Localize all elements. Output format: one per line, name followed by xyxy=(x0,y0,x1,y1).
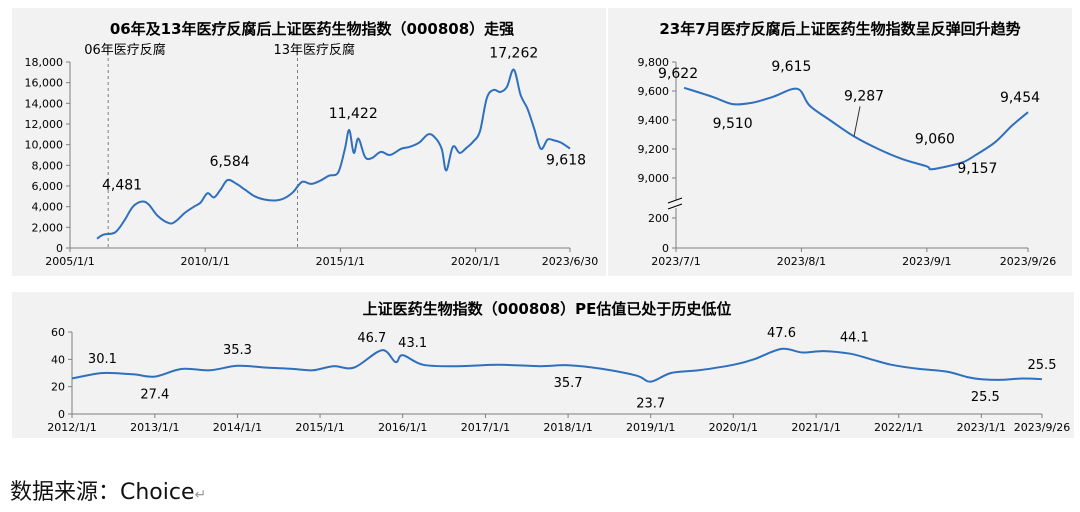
x-tick-label: 2022/1/1 xyxy=(874,421,923,434)
x-tick-label: 2023/9/1 xyxy=(902,255,951,268)
index-2023-chart: 23年7月医疗反腐后上证医药生物指数呈反弹回升趋势 9,000 9,200 9,400… xyxy=(638,20,1057,268)
y-tick-label: 40 xyxy=(51,353,65,366)
data-label: 27.4 xyxy=(140,388,169,403)
data-label: 43.1 xyxy=(398,336,427,351)
x-tick-label: 2005/1/1 xyxy=(45,255,94,268)
axis-break-gap xyxy=(668,200,684,208)
x-tick-label: 2018/1/1 xyxy=(543,421,592,434)
data-label: 30.1 xyxy=(88,352,117,367)
data-label: 9,510 xyxy=(713,116,753,132)
data-label: 4,481 xyxy=(102,178,142,194)
y-tick-label: 9,200 xyxy=(638,143,670,156)
x-tick-label: 2020/1/1 xyxy=(451,255,500,268)
y-tick-label: 12,000 xyxy=(25,118,64,131)
x-tick-label: 2012/1/1 xyxy=(47,421,96,434)
y-tick-label: 200 xyxy=(648,212,669,225)
data-label: 17,262 xyxy=(489,46,538,62)
x-tick-label: 2023/9/26 xyxy=(1000,255,1056,268)
data-label: 25.5 xyxy=(1028,358,1057,373)
event-label: 06年医疗反腐 xyxy=(84,43,166,58)
y-tick-label: 18,000 xyxy=(25,56,64,69)
data-label-leader xyxy=(853,106,861,137)
data-label: 44.1 xyxy=(840,331,869,346)
x-tick-label: 2023/8/1 xyxy=(777,255,826,268)
data-label: 9,454 xyxy=(1000,90,1040,106)
x-tick-label: 2020/1/1 xyxy=(709,421,758,434)
y-tick-label: 10,000 xyxy=(25,139,64,152)
data-label: 46.7 xyxy=(357,331,386,346)
y-tick-label: 16,000 xyxy=(25,77,64,90)
x-tick-label: 2023/7/1 xyxy=(651,255,700,268)
y-tick-label: 20 xyxy=(51,381,65,394)
chart-panel-index-2023: 23年7月医疗反腐后上证医药生物指数呈反弹回升趋势 9,000 9,200 9,400… xyxy=(608,8,1072,276)
data-label: 9,622 xyxy=(658,66,698,82)
x-tick-label: 2010/1/1 xyxy=(180,255,229,268)
y-tick-label: 8,000 xyxy=(32,159,64,172)
event-label: 13年医疗反腐 xyxy=(273,43,355,58)
series-line xyxy=(71,347,1043,383)
index-history-chart: 06年及13年医疗反腐后上证医药生物指数（000808）走强 0 2,000 4,00… xyxy=(25,20,599,268)
x-tick-label: 2021/1/1 xyxy=(791,421,840,434)
series-line xyxy=(683,86,1029,171)
axis-break-mark xyxy=(667,197,683,204)
y-tick-label: 9,000 xyxy=(638,172,670,185)
x-tick-label: 2023/1/1 xyxy=(957,421,1006,434)
data-label: 11,422 xyxy=(329,106,378,122)
x-tick-label: 2015/1/1 xyxy=(295,421,344,434)
data-label: 9,060 xyxy=(915,131,955,147)
axis-break-mark xyxy=(667,203,683,210)
data-label: 9,157 xyxy=(957,161,997,177)
data-label: 9,618 xyxy=(546,153,586,169)
chart-panel-pe-valuation: 上证医药生物指数（000808）PE估值已处于历史低位 0 20 40 60 2012/1… xyxy=(12,292,1074,438)
data-label: 23.7 xyxy=(636,397,665,412)
data-label: 9,615 xyxy=(771,59,811,75)
y-tick-label: 4,000 xyxy=(32,201,64,214)
y-tick-label: 9,600 xyxy=(638,85,670,98)
x-tick-label: 2023/6/30 xyxy=(542,255,598,268)
data-label: 35.7 xyxy=(554,376,583,391)
x-tick-label: 2014/1/1 xyxy=(213,421,262,434)
y-tick-label: 9,800 xyxy=(638,56,670,69)
chart-title: 23年7月医疗反腐后上证医药生物指数呈反弹回升趋势 xyxy=(659,20,1020,38)
y-tick-label: 14,000 xyxy=(25,97,64,110)
x-tick-label: 2013/1/1 xyxy=(130,421,179,434)
x-tick-label: 2023/9/26 xyxy=(1014,421,1070,434)
chart-title: 06年及13年医疗反腐后上证医药生物指数（000808）走强 xyxy=(110,20,514,38)
data-label: 47.6 xyxy=(767,326,796,341)
y-tick-label: 2,000 xyxy=(32,221,64,234)
data-label: 35.3 xyxy=(223,343,252,358)
chart-panel-index-history: 06年及13年医疗反腐后上证医药生物指数（000808）走强 0 2,000 4,00… xyxy=(12,8,606,276)
y-tick-label: 60 xyxy=(51,326,65,339)
x-tick-label: 2017/1/1 xyxy=(461,421,510,434)
data-source-text: 数据来源：Choice xyxy=(10,480,195,505)
y-tick-label: 6,000 xyxy=(32,180,64,193)
x-tick-label: 2016/1/1 xyxy=(378,421,427,434)
data-source-note: 数据来源：Choice↵ xyxy=(10,474,206,506)
chart-title: 上证医药生物指数（000808）PE估值已处于历史低位 xyxy=(363,300,732,318)
x-tick-label: 2019/1/1 xyxy=(626,421,675,434)
return-mark: ↵ xyxy=(194,487,207,503)
pe-valuation-chart: 上证医药生物指数（000808）PE估值已处于历史低位 0 20 40 60 2012/1… xyxy=(47,300,1070,434)
y-tick-label: 0 xyxy=(56,242,63,255)
y-tick-label: 0 xyxy=(58,408,65,421)
series-line xyxy=(96,68,571,240)
data-label: 6,584 xyxy=(210,154,250,170)
data-label: 25.5 xyxy=(971,390,1000,405)
x-tick-label: 2015/1/1 xyxy=(316,255,365,268)
y-tick-label: 9,400 xyxy=(638,114,670,127)
data-label: 9,287 xyxy=(844,88,884,104)
y-tick-label: 0 xyxy=(662,242,669,255)
